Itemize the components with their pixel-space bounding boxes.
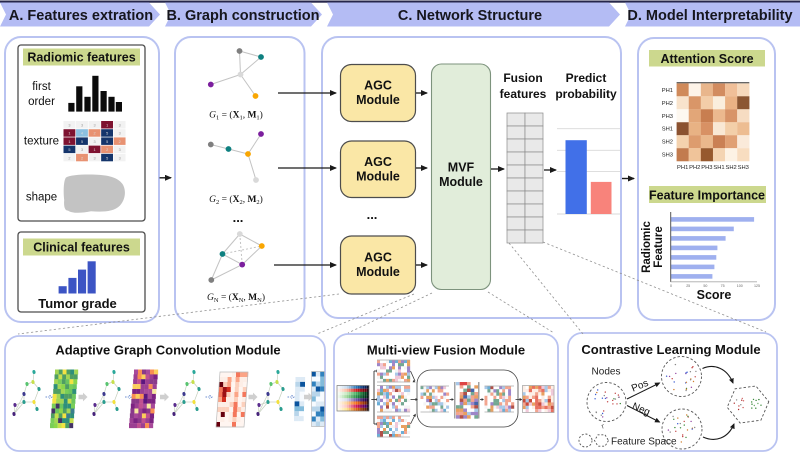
svg-text:Adaptive Graph Convolution Mod: Adaptive Graph Convolution Module [55,343,280,358]
svg-text:3: 3 [94,156,96,160]
svg-text:Contrastive Learning Module: Contrastive Learning Module [581,342,760,357]
svg-text:25: 25 [686,284,690,288]
svg-text:order: order [28,96,55,108]
svg-text:5: 5 [106,132,108,136]
svg-text:PH3: PH3 [662,114,673,120]
svg-text:SH3: SH3 [738,165,749,171]
svg-text:3: 3 [81,124,83,128]
svg-text:1: 1 [68,132,70,136]
svg-text:Multi-view Fusion Module: Multi-view Fusion Module [367,343,525,358]
svg-text:r: r [599,421,607,431]
svg-text:...: ... [367,207,378,222]
svg-text:Nodes: Nodes [592,367,621,378]
svg-text:C. Network Structure: C. Network Structure [398,8,542,24]
svg-text:Tumor grade: Tumor grade [38,296,117,311]
svg-text:3: 3 [119,156,121,160]
svg-text:0: 0 [670,284,672,288]
svg-text:features: features [500,87,547,101]
svg-text:SH2: SH2 [662,140,673,146]
svg-text:Predict: Predict [566,71,607,85]
svg-text:3: 3 [119,148,121,152]
svg-text:3: 3 [119,132,121,136]
svg-text:SH1: SH1 [713,165,724,171]
svg-text:3: 3 [94,124,96,128]
svg-text:5: 5 [68,148,70,152]
svg-text:Module: Module [356,93,400,107]
svg-text:50: 50 [703,284,707,288]
svg-text:3: 3 [94,140,96,144]
svg-text:2: 2 [106,148,108,152]
svg-text:2: 2 [119,140,121,144]
svg-text:100: 100 [737,284,743,288]
svg-text:2: 2 [68,156,70,160]
svg-text:G2 = (X2, M2): G2 = (X2, M2) [209,194,263,206]
svg-text:Module: Module [356,169,400,183]
svg-text:AGC: AGC [364,79,392,93]
svg-text:2: 2 [81,156,83,160]
svg-text:4: 4 [81,132,83,136]
svg-text:3: 3 [68,124,70,128]
svg-text:SH3: SH3 [662,153,673,159]
svg-text:Clinical features: Clinical features [33,241,130,255]
svg-text:AGC: AGC [364,155,392,169]
svg-text:125: 125 [754,284,760,288]
svg-text:Score: Score [697,288,732,302]
svg-text:Module: Module [356,265,400,279]
svg-text:PH2: PH2 [662,101,673,107]
svg-text:SH1: SH1 [662,127,673,133]
svg-text:AGC: AGC [364,251,392,265]
svg-text:texture: texture [24,136,59,148]
svg-text:5: 5 [106,156,108,160]
svg-text:3: 3 [81,148,83,152]
svg-text:PH1: PH1 [662,88,673,94]
svg-text:Radiomic features: Radiomic features [27,51,135,65]
svg-text:PH2: PH2 [689,165,700,171]
svg-text:...: ... [233,210,244,225]
svg-text:B. Graph construction: B. Graph construction [166,8,319,24]
svg-text:2: 2 [94,132,96,136]
svg-text:5: 5 [81,140,83,144]
svg-text:D. Model Interpretability: D. Model Interpretability [627,8,792,24]
svg-text:3: 3 [119,124,121,128]
svg-text:Radiomic: Radiomic [641,221,653,273]
svg-text:Attention Score: Attention Score [660,52,753,66]
svg-text:Feature Space: Feature Space [611,437,677,448]
svg-text:PH3: PH3 [701,165,712,171]
svg-text:PH1: PH1 [677,165,688,171]
svg-text:Fusion: Fusion [503,71,542,85]
svg-text:G1 = (X1, M1): G1 = (X1, M1) [209,110,263,122]
svg-text:GN = (XN, MN): GN = (XN, MN) [207,292,265,304]
svg-text:1: 1 [68,140,70,144]
svg-text:A. Features extration: A. Features extration [9,8,153,24]
svg-text:shape: shape [26,192,57,204]
svg-text:Module: Module [439,175,483,189]
svg-text:MVF: MVF [448,161,475,175]
svg-text:Feature Importance: Feature Importance [649,189,765,203]
svg-text:SH2: SH2 [725,165,736,171]
svg-text:1: 1 [94,148,96,152]
svg-text:probability: probability [555,87,617,101]
svg-text:1: 1 [106,124,108,128]
svg-text:75: 75 [721,284,725,288]
svg-text:5: 5 [106,140,108,144]
svg-text:first: first [32,81,51,93]
svg-text:Feature: Feature [653,226,665,268]
